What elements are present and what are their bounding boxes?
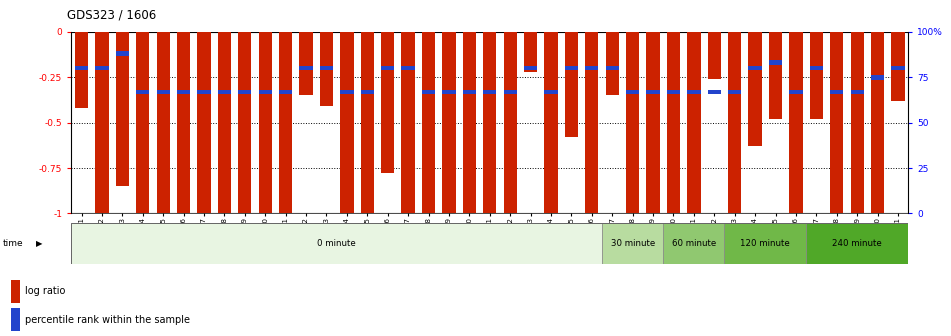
- Bar: [891, 66, 904, 71]
- Bar: [891, 32, 904, 101]
- Bar: [75, 66, 88, 71]
- Bar: [503, 32, 516, 213]
- Bar: [688, 89, 701, 94]
- Bar: [789, 89, 803, 94]
- Bar: [463, 32, 476, 213]
- Bar: [381, 32, 395, 173]
- Text: 120 minute: 120 minute: [741, 239, 790, 248]
- Bar: [463, 89, 476, 94]
- Bar: [585, 32, 598, 213]
- Bar: [809, 66, 823, 71]
- Text: 0 minute: 0 minute: [318, 239, 356, 248]
- Text: log ratio: log ratio: [25, 286, 65, 296]
- Bar: [157, 32, 170, 213]
- Bar: [401, 66, 415, 71]
- Bar: [688, 32, 701, 213]
- Bar: [198, 89, 210, 94]
- Bar: [320, 66, 333, 71]
- Bar: [75, 32, 88, 108]
- Bar: [626, 89, 639, 94]
- Bar: [177, 32, 190, 213]
- Bar: [71, 223, 602, 264]
- Bar: [524, 66, 537, 71]
- Bar: [850, 89, 864, 94]
- Bar: [300, 66, 313, 71]
- Bar: [11, 308, 20, 331]
- Bar: [769, 32, 782, 119]
- Bar: [748, 66, 762, 71]
- Bar: [850, 32, 864, 213]
- Text: GDS323 / 1606: GDS323 / 1606: [67, 8, 156, 22]
- Bar: [320, 32, 333, 106]
- Bar: [218, 89, 231, 94]
- Bar: [136, 89, 149, 94]
- Text: percentile rank within the sample: percentile rank within the sample: [25, 315, 190, 325]
- Bar: [728, 32, 742, 213]
- Bar: [806, 223, 908, 264]
- Bar: [401, 32, 415, 213]
- Text: 30 minute: 30 minute: [611, 239, 655, 248]
- Bar: [830, 89, 844, 94]
- Bar: [360, 89, 374, 94]
- Bar: [238, 32, 251, 213]
- Bar: [157, 89, 170, 94]
- Bar: [116, 32, 129, 186]
- Bar: [725, 223, 806, 264]
- Bar: [667, 32, 680, 213]
- Bar: [95, 32, 108, 213]
- Bar: [259, 32, 272, 213]
- Bar: [483, 89, 496, 94]
- Bar: [524, 32, 537, 72]
- Bar: [279, 32, 292, 213]
- Text: time: time: [3, 239, 24, 248]
- Bar: [565, 66, 578, 71]
- Bar: [663, 223, 725, 264]
- Bar: [606, 66, 619, 71]
- Bar: [667, 89, 680, 94]
- Bar: [300, 32, 313, 95]
- Bar: [647, 89, 660, 94]
- Bar: [279, 89, 292, 94]
- Bar: [442, 89, 456, 94]
- Bar: [708, 32, 721, 79]
- Bar: [503, 89, 516, 94]
- Bar: [769, 60, 782, 65]
- Text: ▶: ▶: [36, 239, 43, 248]
- Bar: [544, 32, 557, 213]
- Bar: [340, 89, 354, 94]
- Bar: [136, 32, 149, 213]
- Bar: [422, 32, 436, 213]
- Bar: [218, 32, 231, 213]
- Bar: [602, 223, 663, 264]
- Bar: [748, 32, 762, 146]
- Bar: [585, 66, 598, 71]
- Bar: [422, 89, 436, 94]
- Bar: [626, 32, 639, 213]
- Bar: [381, 66, 395, 71]
- Bar: [177, 89, 190, 94]
- Bar: [728, 89, 742, 94]
- Bar: [606, 32, 619, 95]
- Bar: [830, 32, 844, 213]
- Bar: [647, 32, 660, 213]
- Bar: [95, 66, 108, 71]
- Bar: [809, 32, 823, 119]
- Bar: [789, 32, 803, 213]
- Bar: [238, 89, 251, 94]
- Bar: [708, 89, 721, 94]
- Text: 240 minute: 240 minute: [832, 239, 882, 248]
- Bar: [871, 32, 884, 213]
- Bar: [116, 51, 129, 56]
- Bar: [259, 89, 272, 94]
- Bar: [198, 32, 210, 213]
- Text: 60 minute: 60 minute: [671, 239, 716, 248]
- Bar: [565, 32, 578, 137]
- Bar: [340, 32, 354, 213]
- Bar: [11, 280, 20, 303]
- Bar: [544, 89, 557, 94]
- Bar: [871, 75, 884, 80]
- Bar: [483, 32, 496, 213]
- Bar: [360, 32, 374, 213]
- Bar: [442, 32, 456, 213]
